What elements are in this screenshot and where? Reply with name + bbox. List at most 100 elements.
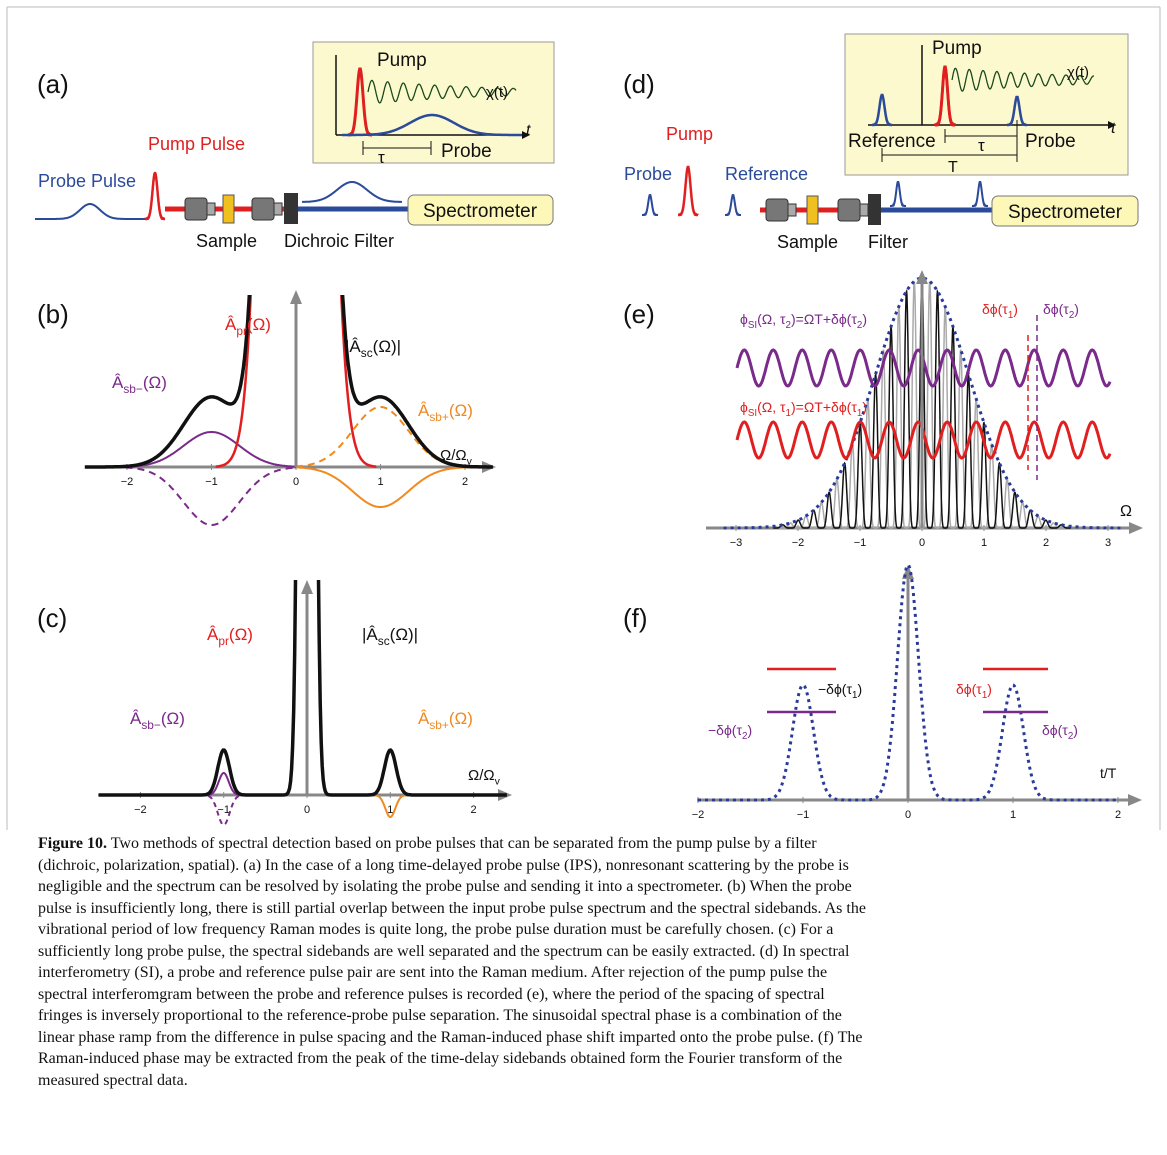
y-axis-head bbox=[290, 290, 302, 304]
label: Filter bbox=[868, 232, 908, 252]
tick-label: 1 bbox=[1010, 809, 1016, 821]
tick-label: 1 bbox=[981, 537, 987, 549]
inset-box bbox=[312, 41, 555, 164]
caption-line: vibrational period of low frequency Rama… bbox=[38, 921, 834, 938]
tick-label: −2 bbox=[121, 476, 134, 488]
label-part: v bbox=[495, 776, 501, 788]
time-trace bbox=[698, 563, 1118, 802]
label: Pump Pulse bbox=[148, 134, 245, 154]
label: |Âsc(Ω)| bbox=[345, 337, 401, 360]
sample bbox=[222, 194, 235, 224]
probe-pulse bbox=[342, 113, 522, 137]
label: Spectrometer bbox=[1008, 202, 1123, 223]
arrow-head bbox=[1108, 121, 1116, 129]
label-part: 1 bbox=[852, 690, 857, 701]
objective bbox=[184, 197, 208, 221]
scattered-spectrum bbox=[340, 295, 493, 469]
probe-pulse bbox=[35, 203, 145, 220]
label-part: |Â bbox=[345, 337, 361, 356]
tick-label: 1 bbox=[377, 476, 383, 488]
label: Âsb+(Ω) bbox=[418, 709, 473, 732]
label-part: 2 bbox=[1069, 310, 1074, 321]
label: δϕ(τ2) bbox=[1042, 722, 1078, 742]
label-part: ) bbox=[862, 311, 867, 327]
y-axis-head bbox=[301, 580, 313, 594]
label: δϕ(τ1) bbox=[982, 301, 1018, 321]
panel-label: (a) bbox=[37, 69, 69, 99]
label-part: SI bbox=[748, 408, 757, 419]
label-part: (Ω) bbox=[229, 625, 253, 644]
oscillation bbox=[367, 79, 517, 104]
label-part: ) bbox=[1073, 722, 1078, 738]
label-part: )=ΩT+δϕ(τ bbox=[791, 399, 857, 415]
label-part: ) bbox=[1074, 301, 1079, 317]
label-part: Ω/Ω bbox=[468, 767, 495, 784]
label: Probe bbox=[441, 141, 492, 162]
x-axis-head bbox=[1129, 522, 1143, 534]
caption-line: interferometry (SI), a probe and referen… bbox=[38, 964, 828, 981]
label: Pump bbox=[932, 38, 982, 59]
label-part: ) bbox=[747, 722, 752, 738]
tick-label: 0 bbox=[293, 476, 299, 488]
scattered-spectrum bbox=[84, 295, 252, 469]
label-part: sb+ bbox=[429, 410, 449, 424]
label-part: 1 bbox=[786, 408, 791, 419]
label-part: 2 bbox=[786, 320, 791, 331]
spectrometer bbox=[991, 195, 1139, 227]
caption-line: sufficiently long probe pulse, the spect… bbox=[38, 942, 850, 960]
label: Âpr(Ω) bbox=[207, 625, 253, 648]
tick-label: −1 bbox=[205, 476, 218, 488]
label-part: Â bbox=[418, 709, 430, 728]
label-part: Â bbox=[207, 625, 219, 644]
label: Reference bbox=[725, 164, 808, 184]
reference-pulse bbox=[725, 194, 741, 216]
label-part: Â bbox=[130, 709, 142, 728]
y-axis-head bbox=[916, 270, 928, 284]
label: ϕSI(Ω, τ2)=ΩT+δϕ(τ2) bbox=[740, 311, 867, 331]
tick-label: 0 bbox=[304, 804, 310, 816]
label: Sample bbox=[196, 231, 257, 251]
label-part: Ω/Ω bbox=[440, 447, 467, 464]
x-axis-head bbox=[1128, 794, 1142, 806]
tick-label: −1 bbox=[217, 804, 230, 816]
label-part: SI bbox=[748, 320, 757, 331]
panel-label: (c) bbox=[37, 603, 67, 633]
label: T bbox=[948, 159, 958, 176]
reference-pulse bbox=[890, 181, 906, 207]
tick-label: −2 bbox=[692, 809, 705, 821]
label-part: −δϕ(τ bbox=[818, 681, 852, 697]
objective bbox=[765, 198, 789, 222]
label: τ bbox=[378, 148, 385, 167]
caption-line: (dichroic, polarization, spatial). (a) I… bbox=[38, 856, 849, 874]
probe-spectrum bbox=[215, 295, 377, 468]
label-part: (Ω) bbox=[161, 709, 185, 728]
label-part: 2 bbox=[857, 320, 862, 331]
label-part: ) bbox=[862, 399, 867, 415]
tick-label: 2 bbox=[471, 804, 477, 816]
label-part: Â bbox=[418, 401, 430, 420]
oscillation bbox=[951, 67, 1094, 92]
caption-line: negligible and the spectrum can be resol… bbox=[38, 878, 852, 895]
pump-pulse bbox=[347, 67, 373, 137]
label-part: )=ΩT+δϕ(τ bbox=[791, 311, 857, 327]
panel-label: (e) bbox=[623, 299, 655, 329]
label: −δϕ(τ2) bbox=[708, 722, 752, 742]
label: Probe bbox=[624, 164, 672, 184]
inset-box bbox=[844, 33, 1129, 176]
objective bbox=[837, 198, 861, 222]
panel-label: (f) bbox=[623, 603, 648, 633]
label-part: v bbox=[467, 456, 473, 468]
label-part: sc bbox=[378, 634, 390, 648]
objective bbox=[273, 202, 283, 216]
tick-label: 2 bbox=[1043, 537, 1049, 549]
objective bbox=[251, 197, 275, 221]
label-part: δϕ(τ bbox=[1042, 722, 1068, 738]
label-part: ) bbox=[987, 681, 992, 697]
probe-pulse bbox=[642, 194, 658, 216]
label: |Âsc(Ω)| bbox=[362, 625, 418, 648]
label-part: δϕ(τ bbox=[956, 681, 982, 697]
caption-label: Figure 10. bbox=[38, 835, 108, 852]
label: Sample bbox=[777, 232, 838, 252]
label-part: sb+ bbox=[429, 718, 449, 732]
